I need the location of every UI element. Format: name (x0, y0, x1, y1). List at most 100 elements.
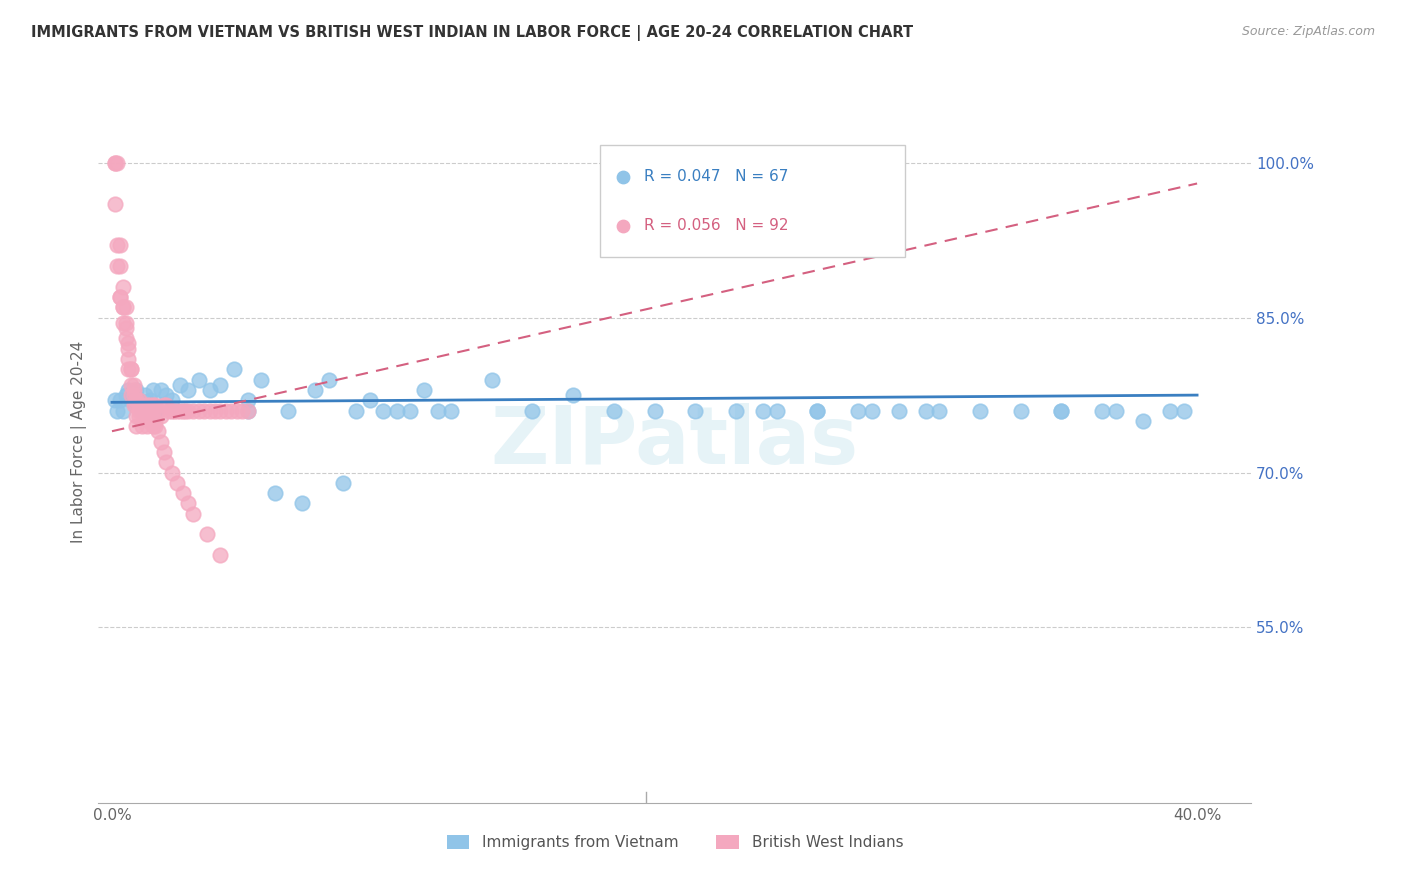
Point (145, 403, 167, 417)
Point (108, 238, 131, 252)
Point (1050, 403, 1073, 417)
Point (172, 486, 194, 500)
Point (752, 403, 775, 417)
Point (139, 414, 162, 428)
Point (860, 403, 883, 417)
Point (765, 403, 787, 417)
Point (644, 403, 666, 417)
Point (107, 156, 129, 170)
Point (146, 424, 169, 438)
Point (221, 403, 243, 417)
Point (117, 362, 139, 376)
Point (174, 403, 197, 417)
Point (155, 455, 177, 469)
Point (122, 388, 145, 402)
Point (117, 351, 139, 366)
Point (344, 403, 367, 417)
Point (1336, 293, 1358, 308)
Point (114, 331, 136, 345)
Point (160, 466, 183, 480)
Point (177, 403, 200, 417)
Point (683, 403, 706, 417)
Point (183, 403, 205, 417)
Point (131, 403, 153, 417)
Point (142, 398, 165, 412)
Point (139, 414, 162, 428)
Point (928, 403, 950, 417)
Point (198, 383, 221, 397)
Point (183, 507, 205, 521)
Point (1336, 364, 1358, 378)
Point (359, 393, 381, 408)
Point (104, 156, 127, 170)
Point (111, 279, 134, 293)
Point (136, 403, 159, 417)
Point (1132, 414, 1154, 428)
Point (142, 403, 165, 417)
Point (117, 336, 139, 351)
Point (440, 403, 463, 417)
Point (806, 403, 828, 417)
Point (139, 409, 162, 423)
Point (134, 409, 156, 423)
Point (145, 398, 167, 412)
Point (209, 403, 232, 417)
Point (125, 419, 148, 434)
Point (122, 388, 145, 402)
Point (209, 377, 232, 392)
Point (128, 403, 150, 417)
Point (125, 409, 148, 423)
Point (107, 259, 129, 273)
Point (806, 403, 828, 417)
Point (1105, 403, 1128, 417)
Point (236, 403, 259, 417)
Point (136, 403, 159, 417)
Point (209, 548, 232, 562)
Point (107, 238, 129, 252)
Point (1159, 403, 1181, 417)
Point (846, 403, 869, 417)
Point (155, 388, 177, 402)
Point (187, 403, 209, 417)
Point (291, 496, 314, 510)
Point (142, 383, 165, 397)
Point (128, 398, 150, 412)
Point (120, 393, 142, 408)
Point (128, 393, 150, 408)
Text: R = 0.056   N = 92: R = 0.056 N = 92 (644, 219, 789, 234)
Point (177, 383, 200, 397)
Point (122, 383, 145, 397)
Point (125, 393, 148, 408)
Point (250, 373, 273, 387)
Point (603, 403, 626, 417)
Point (107, 403, 129, 417)
Point (187, 373, 209, 387)
Point (724, 403, 747, 417)
Point (117, 342, 139, 356)
Point (236, 403, 259, 417)
Point (111, 316, 134, 330)
Y-axis label: In Labor Force | Age 20-24: In Labor Force | Age 20-24 (72, 341, 87, 542)
Point (204, 403, 226, 417)
Point (142, 419, 165, 434)
Point (193, 403, 215, 417)
Point (149, 434, 172, 449)
Point (134, 398, 156, 412)
Point (114, 388, 136, 402)
Point (117, 383, 139, 397)
Point (522, 403, 544, 417)
Point (481, 373, 503, 387)
Point (139, 393, 162, 408)
Point (152, 445, 174, 459)
Point (131, 419, 153, 434)
Point (195, 527, 218, 541)
Point (969, 403, 991, 417)
Point (160, 393, 183, 408)
Point (136, 419, 159, 434)
Point (166, 403, 188, 417)
Point (114, 321, 136, 335)
Point (111, 301, 134, 315)
Point (163, 403, 186, 417)
Point (149, 383, 172, 397)
Point (108, 290, 131, 304)
